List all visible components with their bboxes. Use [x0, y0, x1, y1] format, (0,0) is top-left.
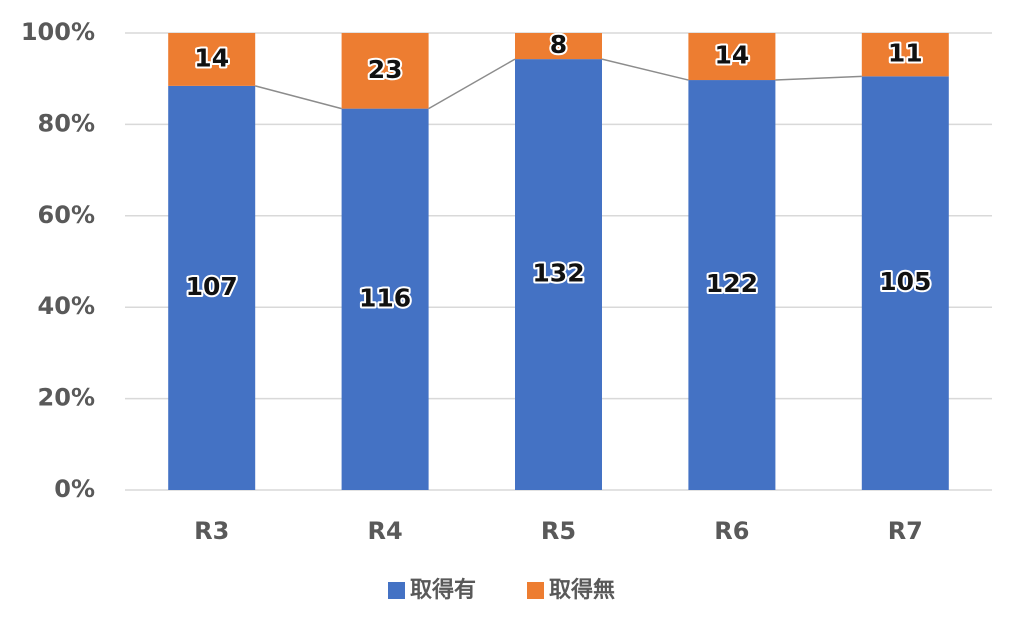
x-tick-label: R5: [541, 517, 576, 545]
bar-segment: [168, 33, 256, 86]
data-label: 132: [532, 259, 584, 288]
data-label: 14: [194, 43, 229, 72]
bar-segment: [341, 108, 429, 490]
data-label: 107: [186, 272, 238, 301]
bar-segment: [168, 85, 256, 490]
data-label: 122: [706, 269, 758, 298]
bar-segment: [861, 76, 949, 490]
bar-segment: [688, 80, 776, 490]
y-tick-label: 60%: [38, 201, 95, 229]
legend-label: 取得無: [549, 577, 615, 603]
data-label: 116: [359, 283, 411, 312]
legend-swatch: [527, 582, 544, 599]
data-label: 14: [715, 41, 750, 70]
bar-segment: [515, 59, 602, 490]
y-tick-label: 20%: [38, 384, 95, 412]
x-tick-label: R3: [194, 517, 229, 545]
data-label: 105: [879, 267, 931, 296]
series-line: [775, 75, 862, 81]
y-tick-label: 100%: [21, 18, 95, 46]
x-tick-label: R4: [368, 517, 403, 545]
y-tick-label: 0%: [54, 475, 95, 503]
legend-label: 取得有: [410, 577, 476, 603]
data-label: 23: [368, 55, 403, 84]
bar-segment: [688, 33, 776, 81]
y-tick-label: 40%: [38, 292, 95, 320]
bar-segment: [861, 33, 949, 77]
series-line: [428, 58, 516, 110]
x-tick-label: R6: [714, 517, 749, 545]
series-line: [255, 85, 342, 110]
data-label: 8: [550, 30, 567, 59]
bar-segment: [515, 33, 602, 60]
x-tick-label: R7: [888, 517, 923, 545]
bar-segment: [341, 33, 429, 109]
legend-swatch: [388, 582, 405, 599]
data-label: 11: [888, 39, 923, 68]
series-line: [601, 58, 689, 81]
y-tick-label: 80%: [38, 109, 95, 137]
